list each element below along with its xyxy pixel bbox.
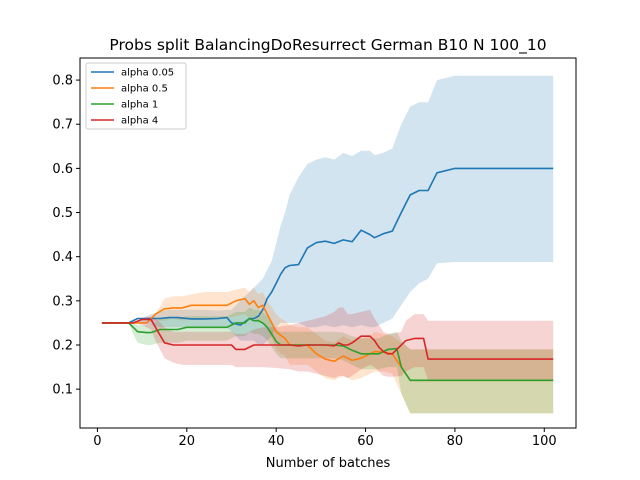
x-axis-label: Number of batches [266, 456, 391, 471]
y-tick-label: 0.5 [52, 206, 73, 221]
line-alpha-4 [101, 318, 554, 360]
y-tick-label: 0.3 [52, 294, 73, 309]
legend: alpha 0.05 alpha 0.5 alpha 1 alpha 4 [85, 62, 187, 130]
x-tick-label: 0 [93, 434, 101, 449]
y-tick-label: 0.2 [52, 338, 73, 353]
band-alpha-0-05 [101, 75, 554, 345]
confidence-bands [101, 75, 554, 414]
series-lines [101, 167, 554, 382]
x-tick-label: 40 [268, 434, 285, 449]
line-alpha-0-5 [101, 297, 554, 382]
x-tick-label: 80 [447, 434, 464, 449]
band-alpha-4 [101, 307, 554, 381]
y-tick-label: 0.1 [52, 383, 73, 398]
y-tick-label: 0.7 [52, 118, 73, 133]
band-alpha-1 [101, 307, 554, 414]
y-tick-label: 0.6 [52, 162, 73, 177]
line-alpha-1 [101, 317, 554, 382]
x-tick-label: 100 [532, 434, 557, 449]
x-tick-label: 60 [357, 434, 374, 449]
legend-label-alpha-1: alpha 1 [121, 100, 158, 111]
x-tick-label: 20 [179, 434, 196, 449]
y-axis-ticks: 0.1 0.2 0.3 0.4 0.5 0.6 0.7 0.8 [52, 74, 80, 398]
x-axis-ticks: 0 20 40 60 80 100 [93, 428, 557, 449]
plot-frame [79, 57, 577, 429]
y-tick-label: 0.4 [52, 250, 73, 265]
legend-label-alpha-4: alpha 4 [121, 116, 158, 127]
legend-label-alpha-0-05: alpha 0.05 [121, 68, 174, 79]
legend-box [85, 62, 187, 130]
legend-label-alpha-0-5: alpha 0.5 [121, 84, 168, 95]
line-alpha-0-05 [101, 167, 554, 326]
chart-title: Probs split BalancingDoResurrect German … [109, 36, 546, 55]
band-alpha-0-5 [101, 287, 554, 414]
y-tick-label: 0.8 [52, 74, 73, 89]
